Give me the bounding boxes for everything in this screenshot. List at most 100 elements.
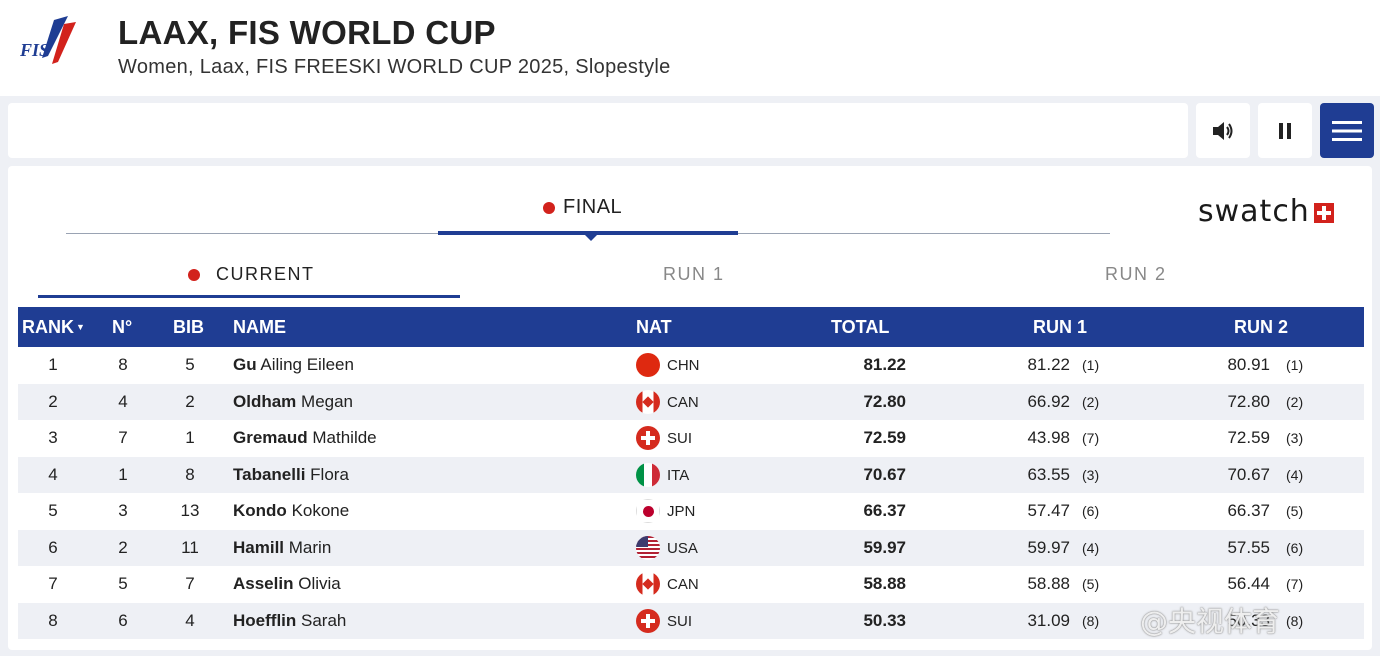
total-score: 72.80 xyxy=(863,391,906,411)
sort-caret-icon: ▼ xyxy=(76,322,85,332)
run1-score: 31.09 xyxy=(1027,610,1070,630)
run1-rank: (4) xyxy=(1082,539,1100,556)
run1-rank: (8) xyxy=(1082,612,1100,629)
flag-sui-icon xyxy=(636,426,660,450)
run2-score: 70.67 xyxy=(1227,464,1270,484)
rank-cell: 8 xyxy=(48,610,58,630)
table-row[interactable]: 1 8 5 Gu Ailing Eileen CHN 81.22 81.22 (1) 80.91… xyxy=(18,347,1364,383)
speaker-icon xyxy=(1213,121,1233,140)
athlete-last-name: Hamill xyxy=(233,537,285,557)
athlete-last-name: Gremaud xyxy=(233,428,308,447)
run2-score: 72.80 xyxy=(1227,391,1270,411)
athlete-first-name: Megan xyxy=(301,391,354,411)
athlete-name: Oldham Megan xyxy=(233,392,353,412)
flag-usa-icon xyxy=(636,535,660,560)
toolbar-bar xyxy=(8,103,1188,158)
fis-logo-icon: FIS xyxy=(19,16,76,64)
table-row[interactable]: 3 7 1 Gremaud Mathilde SUI 72.59 43.98 (7) 72.59… xyxy=(18,420,1364,456)
run1-rank: (7) xyxy=(1082,430,1100,446)
sponsor-logo-text: swatch xyxy=(1198,194,1310,229)
number-cell: 8 xyxy=(118,355,128,374)
sponsor-logo: swatch xyxy=(1198,194,1334,229)
subtab-active-indicator xyxy=(38,295,460,298)
subtab-current-label: CURRENT xyxy=(216,264,315,284)
athlete-first-name: Flora xyxy=(310,464,349,484)
tab-final[interactable]: FINAL xyxy=(543,196,622,219)
table-row[interactable]: 8 6 4 Hoefflin Sarah SUI 50.33 31.09 (8) 50.33 (8… xyxy=(18,602,1364,639)
bib-cell: 5 xyxy=(185,355,195,374)
run1-score: 57.47 xyxy=(1027,501,1070,520)
run2-score: 66.37 xyxy=(1227,501,1270,520)
table-row[interactable]: 6 2 11 Hamill Marin USA 59.97 59.97 (4) 57.55 (6) xyxy=(18,529,1364,566)
total-score: 70.67 xyxy=(863,464,906,484)
subtab-run2[interactable]: RUN 2 xyxy=(1105,264,1167,285)
page-header: FIS LAAX, FIS WORLD CUP Women, Laax, FIS… xyxy=(0,0,1380,96)
run1-rank: (3) xyxy=(1082,466,1100,483)
run1-rank: (2) xyxy=(1082,393,1100,410)
number-cell: 5 xyxy=(118,574,128,593)
header-bib: BIB xyxy=(173,317,204,337)
athlete-last-name: Tabanelli xyxy=(233,464,306,484)
sound-button[interactable] xyxy=(1196,103,1250,158)
watermark: @央视体育 xyxy=(1140,605,1281,638)
athlete-name: Hamill Marin xyxy=(233,538,331,558)
bib-cell: 7 xyxy=(185,574,195,593)
hamburger-menu-icon xyxy=(1332,120,1362,141)
athlete-last-name: Gu xyxy=(233,355,257,374)
athlete-last-name: Kondo xyxy=(233,501,287,520)
athlete-last-name: Hoefflin xyxy=(233,610,297,630)
run1-rank: (5) xyxy=(1082,576,1100,592)
bib-cell: 11 xyxy=(181,537,199,557)
header-run2: RUN 2 xyxy=(1234,317,1289,337)
rank-cell: 1 xyxy=(48,355,58,374)
athlete-first-name: Mathilde xyxy=(312,428,377,447)
run2-rank: (7) xyxy=(1286,576,1304,592)
run1-score: 58.88 xyxy=(1027,574,1070,593)
run2-score: 72.59 xyxy=(1227,428,1270,447)
header-total: TOTAL xyxy=(831,317,890,337)
flag-jpn-icon xyxy=(636,499,660,523)
athlete-first-name: Ailing Eileen xyxy=(260,355,354,374)
athlete-name: Gremaud Mathilde xyxy=(233,428,377,448)
page-subtitle: Women, Laax, FIS FREESKI WORLD CUP 2025,… xyxy=(118,56,671,78)
menu-button[interactable] xyxy=(1320,103,1374,158)
athlete-name: Asselin Olivia xyxy=(233,574,341,594)
table-row[interactable]: 4 1 8 Tabanelli Flora ITA 70.67 63.55 (3) 70.67 (… xyxy=(18,456,1364,493)
total-score: 59.97 xyxy=(863,537,906,557)
table-row[interactable]: 2 4 2 Oldham Megan CAN 72.80 66.92 (2) 72.80 (2) xyxy=(18,383,1364,420)
fis-logo-text: FIS xyxy=(19,40,49,60)
pause-icon xyxy=(1279,122,1291,139)
flag-chn-icon xyxy=(636,353,660,377)
run1-score: 63.55 xyxy=(1027,464,1070,484)
pause-button[interactable] xyxy=(1258,103,1312,158)
rank-cell: 4 xyxy=(48,464,58,484)
caret-down-icon xyxy=(585,235,597,241)
bib-cell: 2 xyxy=(185,391,195,411)
nation-code: CAN xyxy=(667,576,699,593)
nation-code: SUI xyxy=(667,612,693,630)
bib-cell: 4 xyxy=(185,610,195,630)
athlete-name: Gu Ailing Eileen xyxy=(233,355,354,375)
run1-score: 81.22 xyxy=(1027,355,1070,374)
athlete-name: Tabanelli Flora xyxy=(233,465,349,485)
subtab-current[interactable]: CURRENT xyxy=(188,264,315,285)
table-row[interactable]: 7 5 7 Asselin Olivia CAN 58.88 58.88 (5) 56.44 (7… xyxy=(18,566,1364,602)
rank-cell: 5 xyxy=(48,501,58,520)
run2-rank: (2) xyxy=(1286,393,1304,410)
tab-active-indicator xyxy=(438,231,738,235)
rank-cell: 2 xyxy=(48,391,58,411)
bib-cell: 13 xyxy=(180,501,200,520)
subtab-run1-label: RUN 1 xyxy=(663,264,725,284)
subtab-run1[interactable]: RUN 1 xyxy=(663,264,725,285)
nation-code: JPN xyxy=(667,503,696,520)
run2-rank: (4) xyxy=(1286,466,1304,483)
athlete-name: Kondo Kokone xyxy=(233,501,349,521)
header-rank[interactable]: RANK ▼ xyxy=(22,317,85,337)
athlete-last-name: Asselin xyxy=(233,574,294,593)
total-score: 81.22 xyxy=(863,355,906,374)
run2-rank: (1) xyxy=(1286,357,1304,373)
run2-score: 50.33 xyxy=(1227,610,1270,630)
number-cell: 6 xyxy=(118,610,128,630)
table-row[interactable]: 5 3 13 Kondo Kokone JPN 66.37 57.47 (6) 66.37 (5) xyxy=(18,493,1364,529)
rank-cell: 7 xyxy=(48,574,58,593)
